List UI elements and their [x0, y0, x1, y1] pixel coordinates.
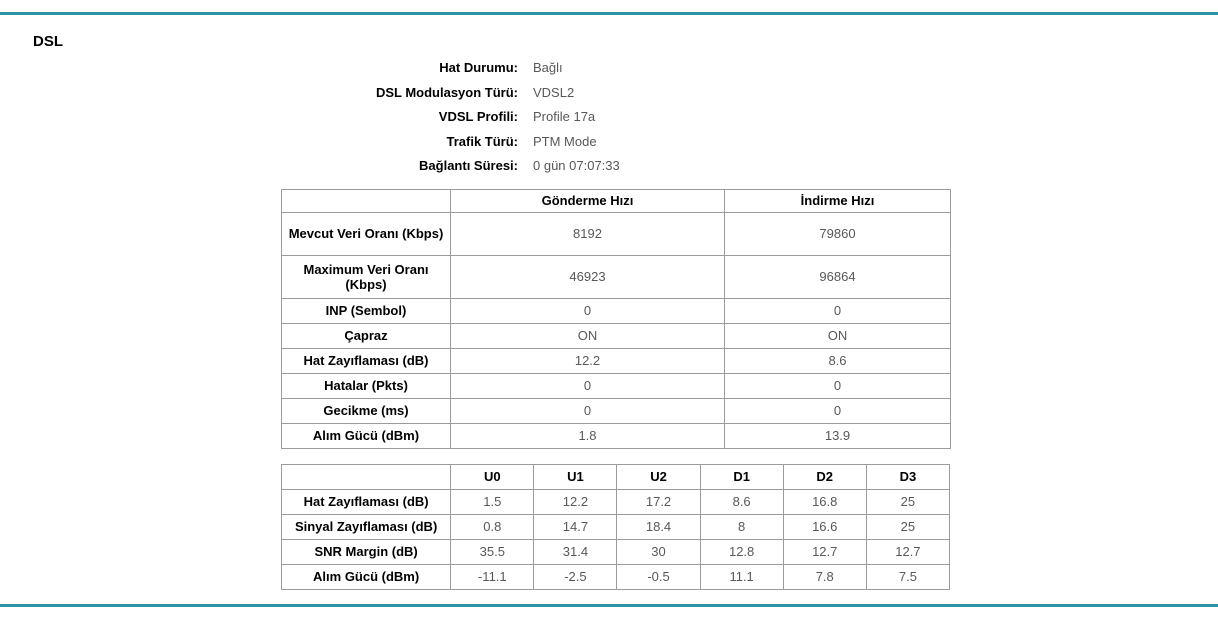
cell: 0.8	[450, 513, 535, 540]
info-label: Bağlantı Süresi:	[419, 158, 518, 174]
info-value: PTM Mode	[533, 133, 597, 149]
cell: 16.8	[782, 488, 867, 515]
cell: 7.8	[782, 563, 867, 590]
row-label: Gecikme (ms)	[281, 397, 451, 424]
info-label: Trafik Türü:	[446, 133, 518, 149]
table-row: Hat Zayıflaması (dB) 12.2 8.6	[281, 347, 951, 374]
rate-table-header-row: Gönderme Hızı İndirme Hızı	[281, 188, 951, 213]
row-label: Hat Zayıflaması (dB)	[280, 488, 452, 515]
cell: 1.5	[450, 488, 535, 515]
band-table-header-row: U0 U1 U2 D1 D2 D3	[280, 463, 951, 490]
cell: 0	[450, 397, 725, 424]
row-label: SNR Margin (dB)	[280, 538, 452, 565]
cell: 79860	[724, 211, 951, 256]
table-row: Maximum Veri Oranı (Kbps) 46923 96864	[281, 254, 951, 299]
row-label: Çapraz	[281, 322, 451, 349]
column-header: D1	[699, 463, 784, 490]
cell: 8	[699, 513, 784, 540]
cell: 11.1	[699, 563, 784, 590]
table-row: Alım Gücü (dBm) 1.8 13.9	[281, 422, 951, 449]
row-label: Sinyal Zayıflaması (dB)	[280, 513, 452, 540]
table-row: Hatalar (Pkts) 0 0	[281, 372, 951, 399]
column-header: D3	[865, 463, 951, 490]
cell: 12.7	[782, 538, 867, 565]
cell: -0.5	[616, 563, 701, 590]
cell: 0	[450, 372, 725, 399]
cell: 30	[616, 538, 701, 565]
cell: 0	[724, 297, 951, 324]
info-label: DSL Modulasyon Türü:	[375, 84, 518, 100]
row-label: Maximum Veri Oranı (Kbps)	[281, 254, 451, 299]
table-row: Gecikme (ms) 0 0	[281, 397, 951, 424]
cell: ON	[450, 322, 725, 349]
cell: 1.8	[450, 422, 725, 449]
column-header: U0	[450, 463, 535, 490]
cell: 46923	[450, 254, 725, 299]
cell: 18.4	[616, 513, 701, 540]
info-row-modulation-type: DSL Modulasyon Türü: VDSL2	[0, 81, 1218, 106]
dsl-status-summary: Hat Durumu: Bağlı DSL Modulasyon Türü: V…	[0, 56, 1218, 179]
cell: 8.6	[724, 347, 951, 374]
bottom-divider	[0, 603, 1218, 607]
cell: -2.5	[533, 563, 618, 590]
row-label: Alım Gücü (dBm)	[281, 422, 451, 449]
cell: 8.6	[699, 488, 784, 515]
column-header: İndirme Hızı	[724, 188, 951, 213]
cell: 14.7	[533, 513, 618, 540]
cell: 12.2	[450, 347, 725, 374]
row-label: Hat Zayıflaması (dB)	[281, 347, 451, 374]
top-divider	[0, 12, 1218, 15]
column-header: Gönderme Hızı	[450, 188, 725, 213]
table-row: Çapraz ON ON	[281, 322, 951, 349]
column-header: U1	[533, 463, 618, 490]
column-header	[280, 463, 452, 490]
rate-table: Gönderme Hızı İndirme Hızı Mevcut Veri O…	[281, 188, 951, 449]
info-value: Profile 17a	[533, 109, 596, 125]
info-value: 0 gün 07:07:33	[533, 158, 620, 174]
cell: 35.5	[450, 538, 535, 565]
cell: 17.2	[616, 488, 701, 515]
row-label: Hatalar (Pkts)	[281, 372, 451, 399]
info-row-line-status: Hat Durumu: Bağlı	[0, 56, 1218, 81]
page-title: DSL	[33, 33, 63, 50]
cell: 31.4	[533, 538, 618, 565]
cell: ON	[724, 322, 951, 349]
info-row-connection-duration: Bağlantı Süresi: 0 gün 07:07:33	[0, 154, 1218, 179]
cell: 96864	[724, 254, 951, 299]
cell: 25	[865, 513, 951, 540]
cell: 12.7	[865, 538, 951, 565]
info-label: Hat Durumu:	[439, 60, 518, 75]
cell: 16.6	[782, 513, 867, 540]
cell: 13.9	[724, 422, 951, 449]
table-row: Mevcut Veri Oranı (Kbps) 8192 79860	[281, 211, 951, 256]
table-row: Alım Gücü (dBm) -11.1 -2.5 -0.5 11.1 7.8…	[280, 563, 951, 590]
table-row: Hat Zayıflaması (dB) 1.5 12.2 17.2 8.6 1…	[280, 488, 951, 515]
cell: 0	[724, 372, 951, 399]
cell: 25	[865, 488, 951, 515]
band-table: U0 U1 U2 D1 D2 D3 Hat Zayıflaması (dB) 1…	[280, 463, 951, 590]
info-value: VDSL2	[533, 84, 575, 100]
table-row: Sinyal Zayıflaması (dB) 0.8 14.7 18.4 8 …	[280, 513, 951, 540]
info-row-vdsl-profile: VDSL Profili: Profile 17a	[0, 105, 1218, 130]
info-row-traffic-type: Trafik Türü: PTM Mode	[0, 130, 1218, 155]
cell: 7.5	[865, 563, 951, 590]
cell: -11.1	[450, 563, 535, 590]
row-label: Mevcut Veri Oranı (Kbps)	[281, 211, 451, 256]
cell: 0	[450, 297, 725, 324]
column-header: U2	[616, 463, 701, 490]
column-header	[281, 188, 451, 213]
row-label: INP (Sembol)	[281, 297, 451, 324]
cell: 12.2	[533, 488, 618, 515]
cell: 12.8	[699, 538, 784, 565]
cell: 8192	[450, 211, 725, 256]
table-row: INP (Sembol) 0 0	[281, 297, 951, 324]
column-header: D2	[782, 463, 867, 490]
row-label: Alım Gücü (dBm)	[280, 563, 452, 590]
info-value: Bağlı	[533, 60, 563, 75]
info-label: VDSL Profili:	[438, 109, 518, 125]
cell: 0	[724, 397, 951, 424]
table-row: SNR Margin (dB) 35.5 31.4 30 12.8 12.7 1…	[280, 538, 951, 565]
